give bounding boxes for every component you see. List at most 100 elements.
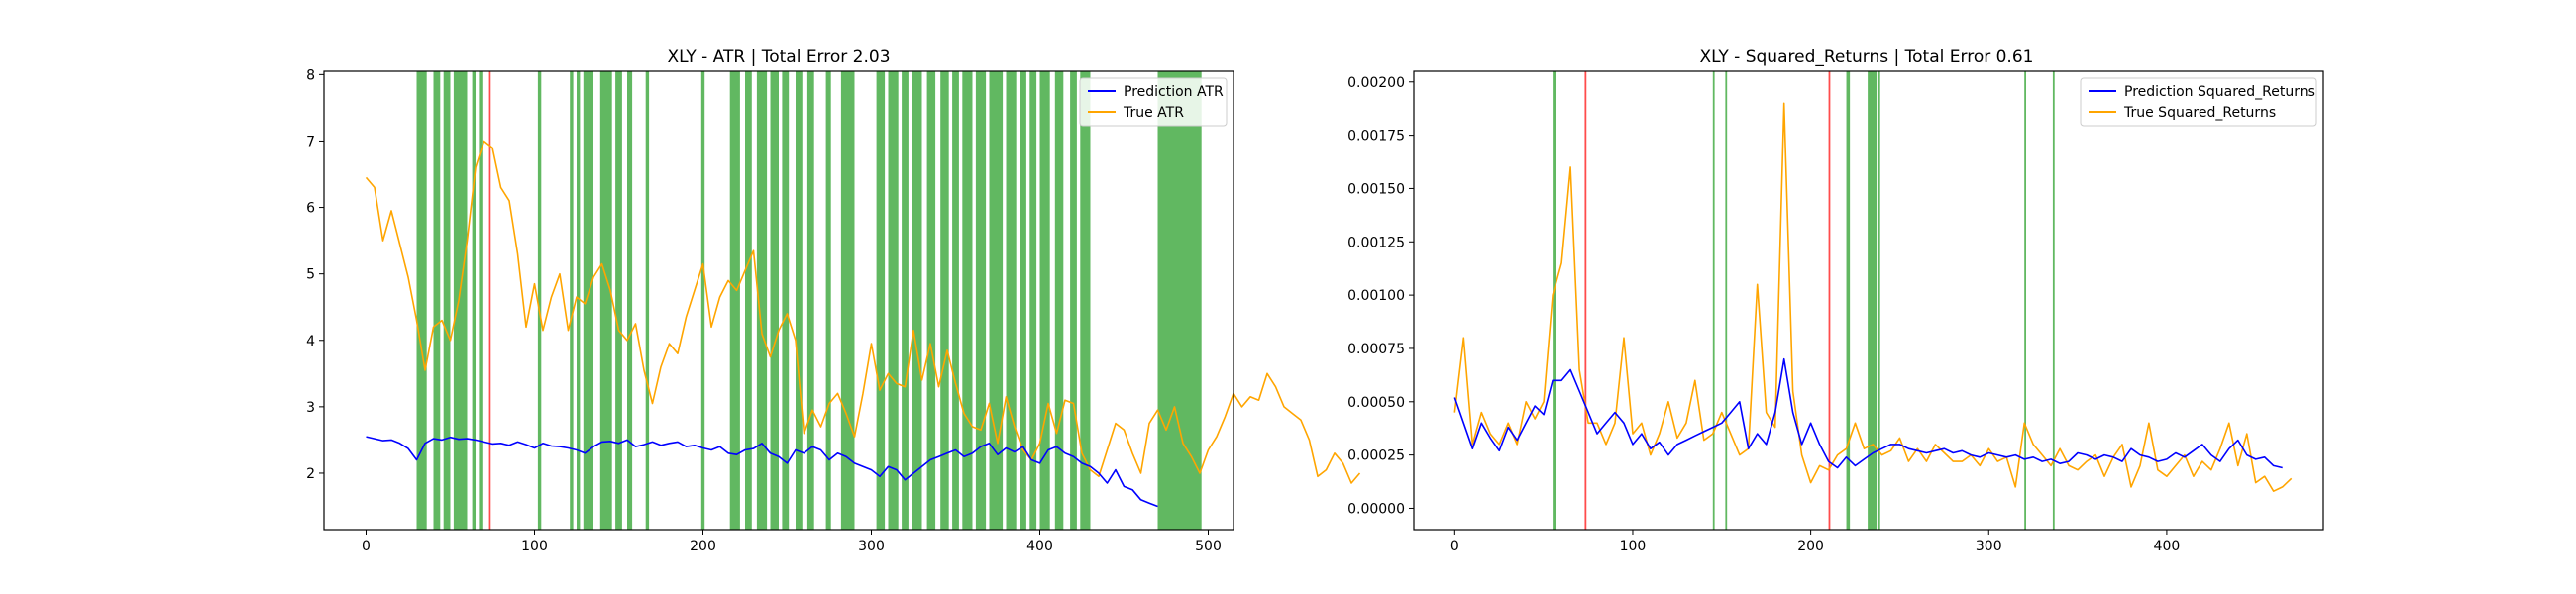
- chart-atr-green-band: [745, 71, 752, 530]
- chart-atr-green-band: [912, 71, 922, 530]
- chart-squared-returns-red-band: [1828, 71, 1831, 530]
- chart-atr-green-band: [975, 71, 987, 530]
- chart-squared-returns-ytick-label: 0.00150: [1347, 181, 1405, 197]
- chart-squared-returns-green-band: [1725, 71, 1728, 530]
- chart-atr-xtick-label: 500: [1195, 539, 1222, 554]
- chart-atr-ytick-label: 5: [306, 267, 315, 283]
- chart-squared-returns-xtick-label: 400: [2154, 539, 2181, 554]
- chart-atr-green-band: [433, 71, 441, 530]
- chart-atr-green-band: [570, 71, 574, 530]
- chart-squared-returns-ytick-label: 0.00125: [1347, 235, 1405, 250]
- chart-atr-xticks: 0 100 200 300 400 500: [362, 530, 1222, 554]
- chart-atr-legend-box: [1079, 77, 1228, 127]
- chart-atr-series-true-line: [365, 140, 1361, 484]
- chart-squared-returns-ytick-label: 0.00100: [1347, 288, 1405, 304]
- chart-squared-returns-xtick-label: 100: [1620, 539, 1647, 554]
- chart-atr-green-band: [1070, 71, 1077, 530]
- chart-squared-returns-green-band: [2052, 71, 2055, 530]
- chart-squared-returns-red-band: [1584, 71, 1587, 530]
- chart-squared-returns-series-prediction-line: [1453, 357, 2283, 469]
- chart-atr-green-band: [583, 71, 593, 530]
- chart-atr-green-band: [902, 71, 909, 530]
- chart-atr-green-band: [962, 71, 973, 530]
- chart-squared-returns-ytick-label: 0.00200: [1347, 75, 1405, 91]
- chart-atr-green-band: [989, 71, 1004, 530]
- chart-atr-yticks: 2 3 4 5 6 7 8: [306, 67, 324, 482]
- chart-atr-green-band: [416, 71, 427, 530]
- chart-atr-green-band: [615, 71, 622, 530]
- chart-atr-green-band: [1080, 71, 1091, 530]
- chart-atr-xtick-label: 100: [521, 539, 548, 554]
- chart-atr-green-band: [1157, 71, 1202, 530]
- chart-atr-title: XLY - ATR | Total Error 2.03: [667, 48, 890, 67]
- chart-squared-returns-ytick-label: 0.00025: [1347, 448, 1405, 464]
- chart-squared-returns-legend-box: [2080, 77, 2317, 127]
- chart-squared-returns-green-band: [1878, 71, 1880, 530]
- chart-atr-green-band: [453, 71, 468, 530]
- chart-atr-red-band: [488, 71, 491, 530]
- chart-atr-ytick-label: 8: [306, 67, 315, 83]
- chart-atr-green-band: [926, 71, 936, 530]
- chart-atr-green-band: [627, 71, 633, 530]
- chart-atr-green-band: [577, 71, 581, 530]
- chart-atr-bands: [416, 71, 1202, 530]
- chart-squared-returns-legend: Prediction Squared_Returns True Squared_…: [2080, 77, 2317, 127]
- chart-squared-returns-ytick-label: 0.00075: [1347, 342, 1405, 357]
- chart-squared-returns-ytick-label: 0.00175: [1347, 129, 1405, 145]
- chart-atr-lines: [365, 140, 1361, 508]
- chart-squared-returns-green-band: [1712, 71, 1715, 530]
- chart-atr-green-band: [770, 71, 779, 530]
- chart-atr-green-band: [472, 71, 476, 530]
- chart-atr-green-band: [756, 71, 768, 530]
- chart-atr-ytick-label: 2: [306, 466, 315, 482]
- chart-atr-xtick-label: 200: [690, 539, 716, 554]
- chart-atr-green-band: [806, 71, 814, 530]
- chart-squared-returns-title: XLY - Squared_Returns | Total Error 0.61: [1700, 48, 2034, 67]
- chart-atr-green-band: [1029, 71, 1037, 530]
- chart-atr-green-band: [825, 71, 831, 530]
- chart-atr-green-band: [876, 71, 886, 530]
- chart-squared-returns-green-band: [1553, 71, 1556, 530]
- chart-atr-ytick-label: 6: [306, 201, 315, 217]
- chart-squared-returns-green-band: [2024, 71, 2026, 530]
- chart-atr-green-band: [888, 71, 899, 530]
- chart-atr-green-band: [1006, 71, 1017, 530]
- chart-squared-returns-xtick-label: 0: [1450, 539, 1459, 554]
- chart-atr-green-band: [645, 71, 650, 530]
- chart-squared-returns-green-band: [1846, 71, 1851, 530]
- chart-atr-green-band: [1020, 71, 1026, 530]
- chart-atr-green-band: [599, 71, 612, 530]
- chart-squared-returns-ytick-label: 0.00000: [1347, 501, 1405, 517]
- chart-atr: XLY - ATR | Total Error 2.03 0 100 200 300 4…: [306, 48, 1361, 554]
- chart-atr-xtick-label: 0: [362, 539, 371, 554]
- chart-atr-ytick-label: 3: [306, 400, 315, 416]
- chart-squared-returns-xtick-label: 300: [1976, 539, 2002, 554]
- chart-atr-green-band: [796, 71, 803, 530]
- chart-atr-green-band: [700, 71, 705, 530]
- chart-atr-green-band: [952, 71, 959, 530]
- chart-squared-returns-bands: [1553, 71, 2055, 530]
- chart-atr-xtick-label: 400: [1026, 539, 1053, 554]
- chart-atr-green-band: [940, 71, 949, 530]
- chart-atr-green-band: [1054, 71, 1064, 530]
- chart-squared-returns-xtick-label: 200: [1797, 539, 1824, 554]
- chart-squared-returns-yticks: 0.00000 0.00025 0.00050 0.00075 0.00100 0.001…: [1347, 75, 1414, 517]
- chart-atr-xtick-label: 300: [858, 539, 885, 554]
- chart-squared-returns-series-true-line: [1453, 102, 2293, 493]
- chart-atr-legend: Prediction ATR True ATR: [1079, 77, 1228, 127]
- chart-squared-returns-legend-label-true: True Squared_Returns: [2123, 105, 2276, 121]
- chart-atr-green-band: [729, 71, 740, 530]
- chart-atr-green-band: [443, 71, 451, 530]
- chart-squared-returns-green-band: [1868, 71, 1878, 530]
- chart-atr-ytick-label: 7: [306, 134, 315, 149]
- chart-atr-green-band: [537, 71, 542, 530]
- chart-atr-legend-label-prediction: Prediction ATR: [1124, 84, 1224, 100]
- chart-squared-returns: XLY - Squared_Returns | Total Error 0.61…: [1347, 48, 2324, 554]
- chart-atr-green-band: [479, 71, 483, 530]
- chart-atr-green-band: [840, 71, 855, 530]
- chart-atr-legend-label-true: True ATR: [1123, 105, 1184, 121]
- chart-squared-returns-frame: [1413, 70, 2324, 531]
- chart-squared-returns-legend-label-prediction: Prediction Squared_Returns: [2124, 84, 2315, 100]
- chart-atr-frame: [323, 70, 1234, 531]
